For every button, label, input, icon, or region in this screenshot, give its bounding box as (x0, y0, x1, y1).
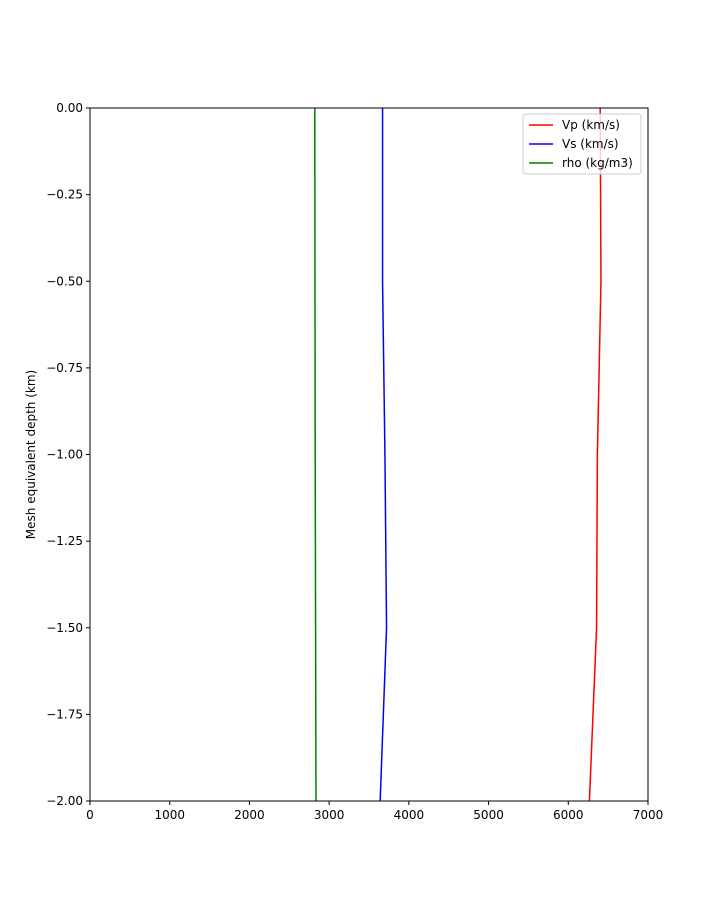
y-tick-label: −1.75 (46, 707, 83, 721)
x-tick-label: 2000 (234, 808, 265, 822)
x-tick-label: 1000 (154, 808, 185, 822)
series-line-2 (314, 107, 317, 802)
y-tick-label: −0.75 (46, 361, 83, 375)
x-tick-label: 7000 (633, 808, 664, 822)
x-tick-label: 6000 (553, 808, 584, 822)
legend-box (522, 113, 642, 175)
series-line-0 (588, 107, 602, 802)
y-tick-label: −2.00 (46, 794, 83, 808)
legend-label-2: rho (kg/m3) (562, 156, 633, 170)
series-line-1 (379, 108, 388, 802)
x-axis: 0 1000 2000 3000 4000 5000 6000 7000 (86, 801, 663, 822)
y-tick-label: −1.50 (46, 621, 83, 635)
x-tick-label: 3000 (314, 808, 345, 822)
y-tick-label: −0.50 (46, 274, 83, 288)
plot-lines (314, 107, 602, 802)
y-tick-label: −1.00 (46, 448, 83, 462)
plot-frame (89, 107, 649, 802)
x-tick-label: 0 (86, 808, 94, 822)
legend-label-1: Vs (km/s) (562, 137, 619, 151)
legend: Vp (km/s) Vs (km/s) rho (kg/m3) (522, 113, 642, 175)
x-tick-label: 4000 (394, 808, 425, 822)
y-tick-label: −1.25 (46, 534, 83, 548)
y-axis-label: Mesh equivalent depth (km) (24, 370, 38, 539)
legend-label-0: Vp (km/s) (562, 118, 620, 132)
y-tick-label: −0.25 (46, 188, 83, 202)
y-tick-label: 0.00 (56, 101, 83, 115)
x-tick-label: 5000 (473, 808, 504, 822)
y-axis: 0.00 −0.25 −0.50 −0.75 −1.00 −1.25 −1.50 −1.75 −… (46, 101, 90, 808)
